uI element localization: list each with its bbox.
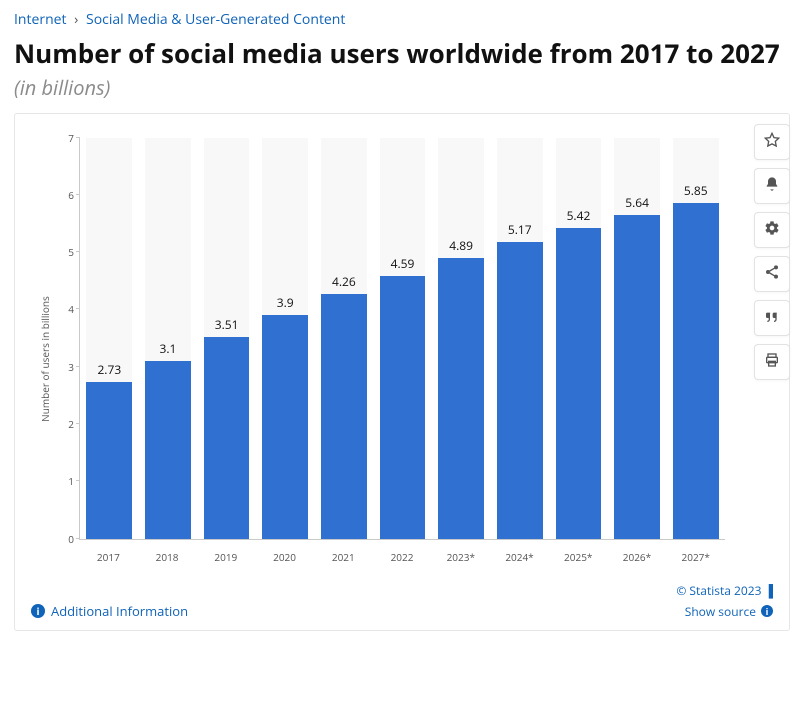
- y-tick-label: 2: [50, 417, 74, 431]
- y-tick-label: 1: [50, 474, 74, 488]
- y-tick-label: 0: [50, 532, 74, 546]
- y-tick-label: 6: [50, 188, 74, 202]
- bar-cell: 5.64: [608, 138, 667, 539]
- notify-button[interactable]: [754, 168, 790, 204]
- y-tick-label: 3: [50, 360, 74, 374]
- breadcrumb-link-social-media[interactable]: Social Media & User-Generated Content: [86, 10, 345, 29]
- bar[interactable]: 5.85: [673, 203, 719, 538]
- chart-footer: i Additional Information © Statista 2023…: [23, 582, 781, 620]
- settings-button[interactable]: [754, 212, 790, 248]
- bar-cell: 5.17: [490, 138, 549, 539]
- bar-value-label: 4.26: [332, 273, 356, 290]
- x-tick-label: 2022: [373, 550, 432, 564]
- bar-cell: 3.9: [256, 138, 315, 539]
- bar[interactable]: 2.73: [86, 382, 132, 538]
- x-tick-label: 2020: [255, 550, 314, 564]
- breadcrumb: Internet › Social Media & User-Generated…: [14, 10, 790, 29]
- bar-cell: 4.26: [315, 138, 374, 539]
- bar-value-label: 5.64: [625, 194, 649, 211]
- x-tick-label: 2021: [314, 550, 373, 564]
- bar-value-label: 4.89: [449, 237, 473, 254]
- bar-cell: 5.42: [549, 138, 608, 539]
- print-icon: [764, 351, 780, 373]
- x-tick-label: 2023*: [431, 550, 490, 564]
- share-button[interactable]: [754, 256, 790, 292]
- bar-cell: 3.1: [139, 138, 198, 539]
- gear-icon: [764, 219, 780, 241]
- bar-value-label: 4.59: [391, 255, 415, 272]
- cite-button[interactable]: [754, 300, 790, 336]
- chart-toolbar: [754, 124, 790, 380]
- bar-cell: 4.89: [432, 138, 491, 539]
- bar-value-label: 5.85: [684, 182, 708, 199]
- breadcrumb-separator: ›: [74, 10, 78, 29]
- quote-icon: [764, 307, 780, 329]
- bar[interactable]: 5.42: [556, 228, 602, 538]
- bar[interactable]: 5.17: [497, 242, 543, 538]
- y-tick-label: 4: [50, 302, 74, 316]
- bar-value-label: 3.51: [215, 316, 239, 333]
- page-title: Number of social media users worldwide f…: [14, 37, 790, 70]
- copyright-text: © Statista 2023▐: [676, 582, 773, 599]
- bar[interactable]: 4.26: [321, 294, 367, 538]
- breadcrumb-link-internet[interactable]: Internet: [14, 10, 67, 29]
- bar[interactable]: 3.51: [204, 337, 250, 538]
- bar-value-label: 3.9: [277, 294, 294, 311]
- info-icon: i: [31, 604, 45, 618]
- bar[interactable]: 4.59: [380, 276, 426, 539]
- bar-value-label: 5.17: [508, 221, 532, 238]
- bar[interactable]: 5.64: [614, 215, 660, 538]
- y-tick-label: 7: [50, 131, 74, 145]
- bar[interactable]: 4.89: [438, 258, 484, 538]
- bell-icon: [764, 175, 780, 197]
- flag-icon: ▐: [764, 582, 773, 599]
- x-tick-label: 2025*: [549, 550, 608, 564]
- additional-info-link[interactable]: i Additional Information: [31, 602, 188, 620]
- x-tick-label: 2019: [196, 550, 255, 564]
- chart-area: Number of users in billions 01234567 2.7…: [23, 132, 781, 572]
- x-tick-label: 2017: [79, 550, 138, 564]
- y-tick-label: 5: [50, 245, 74, 259]
- bar-cell: 2.73: [80, 138, 139, 539]
- x-tick-label: 2018: [138, 550, 197, 564]
- additional-info-label: Additional Information: [51, 602, 188, 620]
- plot-area: 01234567 2.733.13.513.94.264.594.895.175…: [79, 138, 725, 540]
- show-source-link[interactable]: Show source i: [685, 603, 773, 620]
- page-subtitle: (in billions): [14, 74, 790, 101]
- bar[interactable]: 3.9: [262, 315, 308, 538]
- bar-cell: 4.59: [373, 138, 432, 539]
- bar-cell: 3.51: [197, 138, 256, 539]
- x-tick-label: 2026*: [608, 550, 667, 564]
- favorite-button[interactable]: [754, 124, 790, 160]
- bar-value-label: 5.42: [567, 207, 591, 224]
- info-icon: i: [761, 605, 773, 617]
- show-source-label: Show source: [685, 603, 756, 620]
- bar[interactable]: 3.1: [145, 361, 191, 539]
- x-axis-labels: 2017201820192020202120222023*2024*2025*2…: [79, 550, 725, 564]
- bar-value-label: 2.73: [97, 361, 121, 378]
- print-button[interactable]: [754, 344, 790, 380]
- x-tick-label: 2024*: [490, 550, 549, 564]
- footer-right: © Statista 2023▐ Show source i: [676, 582, 773, 620]
- chart-card: Number of users in billions 01234567 2.7…: [14, 113, 790, 631]
- bars-container: 2.73 3.1 3.51 3.9 4.26 4.59 4.89 5.17 5.42 5.64 5.…: [80, 138, 725, 539]
- x-tick-label: 2027*: [666, 550, 725, 564]
- star-icon: [764, 131, 780, 153]
- share-icon: [764, 263, 780, 285]
- bar-cell: 5.85: [666, 138, 725, 539]
- bar-value-label: 3.1: [160, 340, 177, 357]
